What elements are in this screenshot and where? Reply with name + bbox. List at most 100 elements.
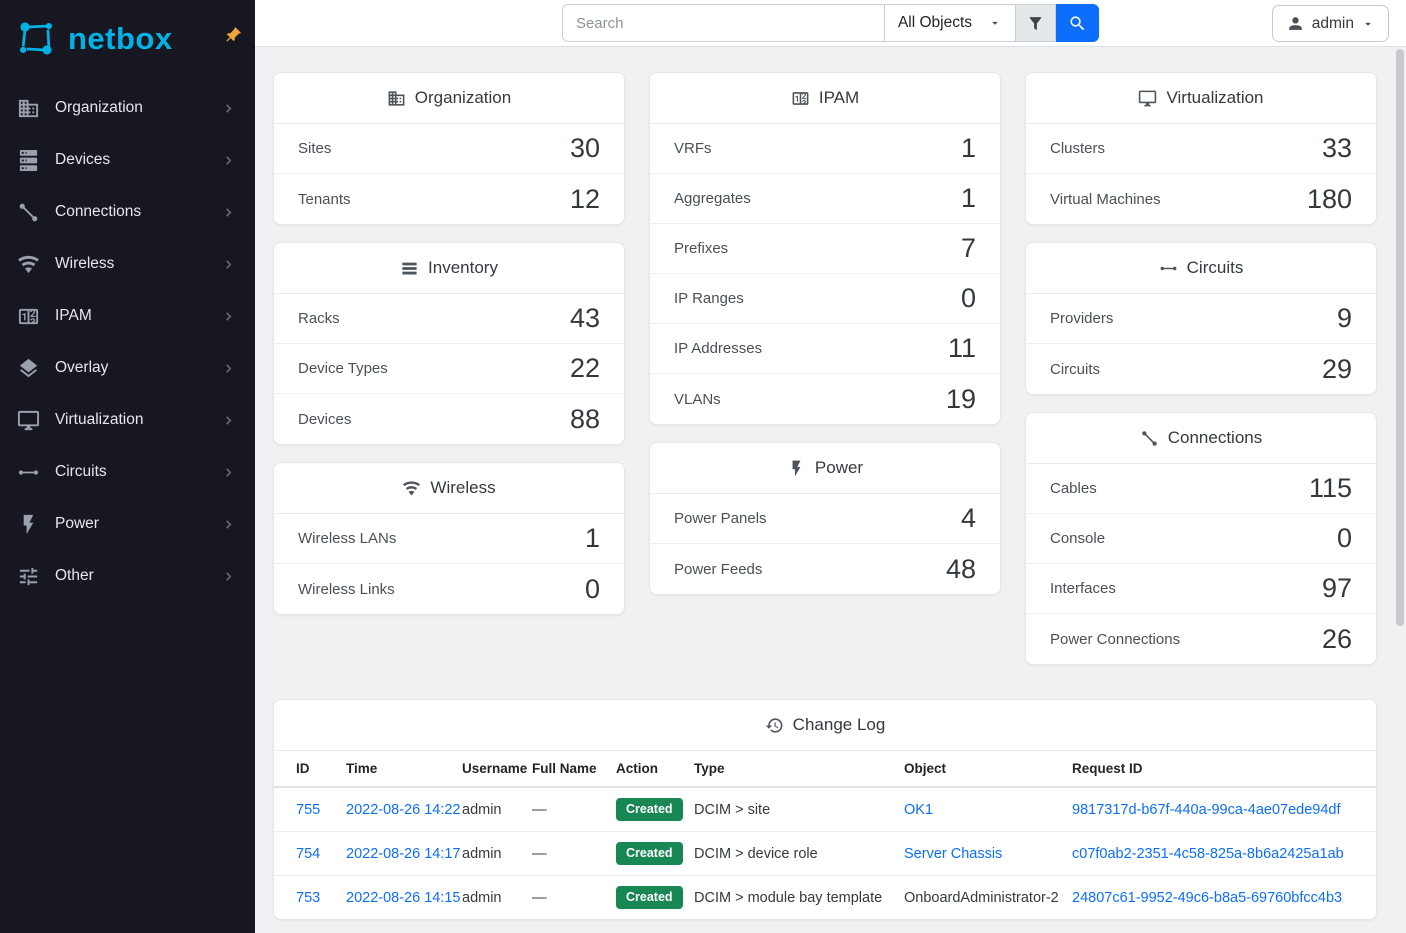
stat-value[interactable]: 12 [569,183,600,214]
stat-label[interactable]: Device Types [298,360,388,377]
change-request-id-link[interactable]: 24807c61-9952-49c6-b8a5-69760bfcc4b3 [1072,889,1343,906]
change-id-link[interactable]: 754 [296,845,321,862]
search-input[interactable] [561,4,884,42]
stat-value[interactable]: 0 [584,573,600,604]
stat-value[interactable]: 22 [569,353,600,383]
stat-label[interactable]: IP Addresses [674,340,763,357]
stat-label[interactable]: Console [1050,530,1106,547]
stat-label[interactable]: Power Feeds [674,560,763,578]
stat-value[interactable]: 1 [584,523,600,553]
stat-value[interactable]: 30 [569,133,600,163]
stat-value[interactable]: 115 [1308,473,1352,503]
stat-label[interactable]: Sites [298,140,332,157]
sidebar-item-connections[interactable]: Connections [0,186,255,238]
change-id-link[interactable]: 753 [296,889,321,906]
stat-value[interactable]: 180 [1306,183,1352,214]
change-object-link[interactable]: Server Chassis [904,845,1003,862]
stat-label[interactable]: Interfaces [1050,580,1116,597]
stat-label[interactable]: Tenants [298,190,351,208]
netbox-logo-icon[interactable] [14,16,58,60]
sidebar-nav: Organization Devices Connections Wireles… [0,74,255,610]
stat-row-power-panels: Power Panels 4 [650,494,1000,544]
stat-value[interactable]: 88 [569,403,600,434]
change-request-id-link[interactable]: c07f0ab2-2351-4c58-825a-8b6a2425a1ab [1072,845,1344,862]
sidebar-item-ipam[interactable]: IPAM [0,290,255,342]
stat-value[interactable]: 11 [947,333,976,363]
sidebar-item-overlay[interactable]: Overlay [0,342,255,394]
chevron-right-icon [220,568,237,585]
card-header: Power [650,443,1000,494]
stat-value[interactable]: 29 [1321,353,1352,384]
stat-label[interactable]: Virtual Machines [1050,190,1161,208]
changelog-row: 753 2022-08-26 14:15 admin — Created DCI… [274,876,1376,920]
stat-label[interactable]: Power Panels [674,510,767,527]
stat-label[interactable]: VLANs [674,390,721,408]
stat-row-wireless-links: Wireless Links 0 [274,564,624,614]
dashboard-column-2: IPAM VRFs 1 Aggregates 1 Prefixes 7 [649,72,1001,665]
change-time-link[interactable]: 2022-08-26 14:22 [346,801,461,818]
stat-value[interactable]: 48 [945,553,976,584]
change-type: DCIM > module bay template [694,889,883,906]
stat-label[interactable]: Devices [298,410,352,428]
stat-value[interactable]: 9 [1336,303,1352,333]
change-id-link[interactable]: 755 [296,801,321,818]
counter-icon [17,305,40,328]
stat-label[interactable]: Cables [1050,480,1097,497]
sidebar-item-label: Power [55,515,99,532]
stat-value[interactable]: 1 [960,133,976,163]
column-header-username: Username [450,751,527,788]
stat-label[interactable]: Providers [1050,310,1114,327]
stat-value[interactable]: 0 [1336,523,1352,553]
change-object-link[interactable]: OK1 [904,801,934,818]
stat-label[interactable]: Aggregates [674,190,751,207]
change-time-link[interactable]: 2022-08-26 14:15 [346,889,461,906]
sidebar-item-devices[interactable]: Devices [0,134,255,186]
dashboard-column-3: Virtualization Clusters 33 Virtual Machi… [1025,72,1377,665]
brand-name[interactable]: netbox [68,20,173,56]
stat-value[interactable]: 26 [1321,623,1352,654]
sidebar-item-label: Connections [55,203,142,220]
stat-label[interactable]: Wireless Links [298,580,395,598]
scrollbar[interactable] [1396,49,1404,626]
sidebar-item-label: Devices [55,151,111,168]
sidebar-item-organization[interactable]: Organization [0,82,255,134]
wifi-icon [17,253,40,276]
search-button[interactable] [1056,4,1100,42]
stat-value[interactable]: 97 [1321,573,1352,603]
stat-row-ip-addresses: IP Addresses 11 [650,324,1000,374]
stat-label[interactable]: IP Ranges [674,290,744,307]
stat-value[interactable]: 33 [1321,133,1352,163]
stat-row-clusters: Clusters 33 [1026,124,1376,174]
object-type-select[interactable]: All Objects [883,4,1017,42]
stat-value[interactable]: 19 [945,383,976,414]
stat-label[interactable]: Power Connections [1050,630,1181,648]
stat-value[interactable]: 7 [960,233,976,263]
chevron-right-icon [220,100,237,117]
user-menu-button[interactable]: admin [1271,5,1389,42]
pin-icon[interactable] [219,22,246,49]
stat-label[interactable]: Wireless LANs [298,530,397,547]
change-request-id-link[interactable]: 9817317d-b67f-440a-99ca-4ae07ede94df [1072,801,1341,818]
stat-row-ip-ranges: IP Ranges 0 [650,274,1000,324]
change-username: admin [450,831,520,876]
stat-label[interactable]: Prefixes [674,240,729,257]
stat-label[interactable]: Racks [298,310,340,327]
sidebar-item-power[interactable]: Power [0,498,255,550]
stat-value[interactable]: 0 [960,283,976,313]
card-header: Change Log [274,700,1376,751]
stat-value[interactable]: 1 [960,183,976,213]
filter-button[interactable] [1016,4,1057,42]
sidebar-item-wireless[interactable]: Wireless [0,238,255,290]
sidebar-item-virtualization[interactable]: Virtualization [0,394,255,446]
stat-label[interactable]: Clusters [1050,140,1106,157]
stat-value[interactable]: 4 [960,503,976,533]
stat-value[interactable]: 43 [569,303,600,333]
stat-label[interactable]: Circuits [1050,360,1101,378]
sidebar-item-other[interactable]: Other [0,550,255,602]
sidebar-item-circuits[interactable]: Circuits [0,446,255,498]
stat-label[interactable]: VRFs [674,140,712,157]
change-time-link[interactable]: 2022-08-26 14:17 [346,845,461,862]
building-icon [17,97,40,120]
stat-row-vlans: VLANs 19 [650,374,1000,424]
changelog-row: 754 2022-08-26 14:17 admin — Created DCI… [274,831,1376,876]
